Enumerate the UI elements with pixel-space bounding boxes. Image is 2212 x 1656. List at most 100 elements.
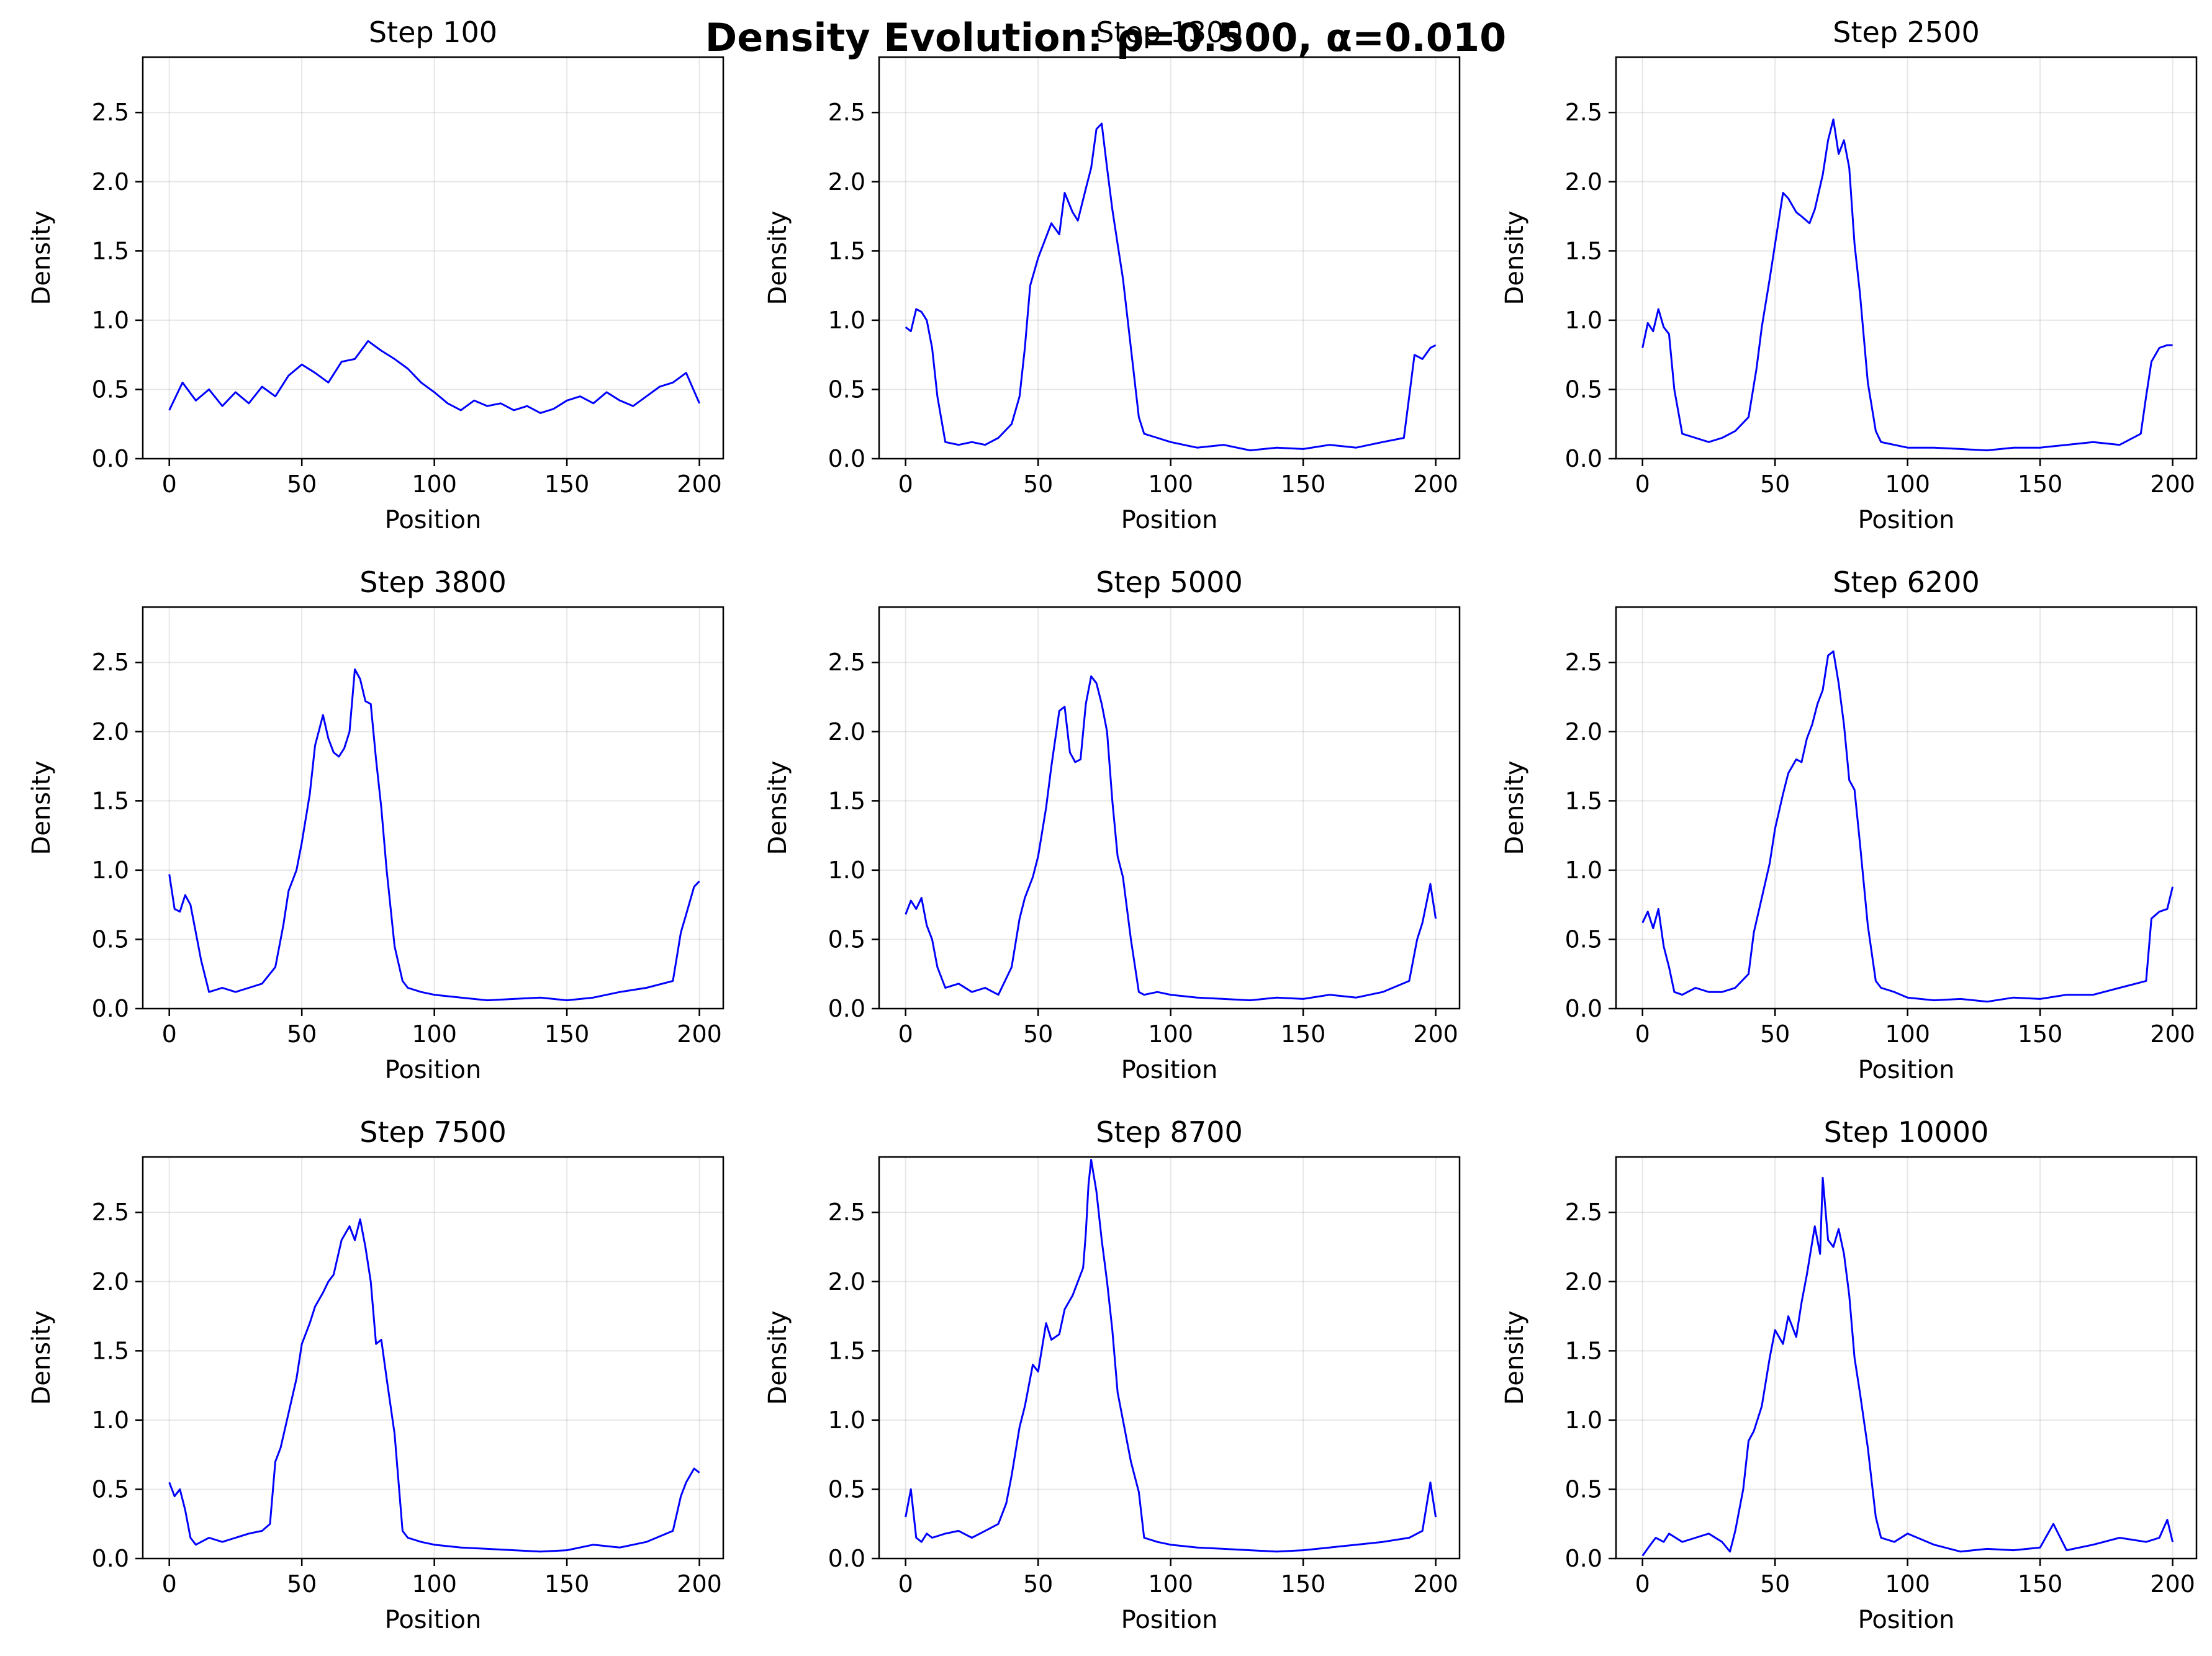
- x-tick-label: 50: [1023, 1570, 1053, 1598]
- y-tick-label: 1.5: [828, 787, 865, 814]
- y-tick-label: 2.5: [828, 649, 865, 676]
- y-tick-label: 0.0: [92, 445, 129, 472]
- density-series-line: [1641, 118, 2173, 452]
- y-axis-label: Density: [27, 210, 56, 305]
- x-tick-label: 200: [677, 470, 722, 498]
- x-tick-label: 0: [898, 470, 913, 498]
- y-tick-label: 0.5: [828, 376, 865, 403]
- y-tick-label: 0.0: [828, 1545, 865, 1572]
- y-tick-label: 1.0: [1565, 307, 1602, 334]
- y-tick-label: 2.5: [828, 1199, 865, 1226]
- y-tick-label: 0.5: [1565, 925, 1602, 953]
- y-tick-label: 0.0: [92, 995, 129, 1022]
- axes-frame: [142, 606, 725, 1010]
- y-tick-label: 1.5: [828, 237, 865, 264]
- axes-frame: [1615, 1156, 2198, 1560]
- x-tick-label: 50: [287, 1020, 317, 1048]
- density-series-line: [168, 1218, 700, 1553]
- x-tick-label: 200: [2150, 1020, 2195, 1048]
- x-tick-label: 150: [544, 1020, 590, 1048]
- y-tick-label: 1.0: [828, 307, 865, 334]
- x-axis-label: Position: [385, 1056, 482, 1084]
- x-tick-label: 0: [1635, 470, 1650, 498]
- subplot-title: Step 100: [369, 16, 497, 49]
- y-tick-label: 2.5: [828, 99, 865, 126]
- subplot-title: Step 10000: [1824, 1115, 1989, 1149]
- subplot-title: Step 1300: [1096, 16, 1242, 49]
- axes-frame: [878, 1156, 1461, 1560]
- x-tick-label: 150: [2018, 1020, 2063, 1048]
- y-tick-label: 2.5: [1565, 99, 1602, 126]
- subplot-grid: 0 50 100 150 200 0.0 0.5 1.0 1.5 2.0 2.5 Step 100 Po…: [27, 16, 2198, 1634]
- y-tick-label: 1.0: [92, 857, 129, 884]
- subplot-3: 0 50 100 150 200 0.0 0.5 1.0 1.5 2.0 2.5 Step 2500 P…: [1501, 16, 2198, 534]
- x-tick-label: 50: [287, 470, 317, 498]
- y-tick-label: 0.5: [828, 925, 865, 953]
- y-tick-label: 0.0: [1565, 1545, 1602, 1572]
- y-tick-label: 0.5: [1565, 1475, 1602, 1503]
- y-tick-label: 2.0: [1565, 718, 1602, 745]
- y-tick-label: 1.5: [92, 1337, 129, 1364]
- x-tick-label: 200: [2150, 470, 2195, 498]
- subplot-title: Step 7500: [359, 1115, 506, 1149]
- x-tick-label: 100: [412, 1020, 457, 1048]
- y-axis-label: Density: [27, 1310, 56, 1405]
- x-tick-label: 150: [544, 1570, 590, 1598]
- x-axis-label: Position: [1121, 1056, 1218, 1084]
- y-tick-label: 0.5: [92, 1475, 129, 1503]
- y-tick-label: 0.5: [92, 925, 129, 953]
- x-tick-label: 100: [1148, 1020, 1193, 1048]
- x-tick-label: 50: [1023, 1020, 1053, 1048]
- y-tick-label: 1.0: [1565, 1406, 1602, 1434]
- axes-frame: [142, 1156, 725, 1560]
- x-tick-label: 0: [162, 1020, 177, 1048]
- y-tick-label: 2.0: [828, 718, 865, 745]
- subplot-title: Step 2500: [1833, 16, 1979, 49]
- y-axis-label: Density: [764, 1310, 792, 1405]
- y-axis-label: Density: [1501, 1310, 1529, 1405]
- y-tick-label: 1.5: [92, 237, 129, 264]
- subplot-7: 0 50 100 150 200 0.0 0.5 1.0 1.5 2.0 2.5 Step 7500 P…: [27, 1115, 725, 1634]
- x-tick-label: 100: [1885, 1570, 1930, 1598]
- subplot-title: Step 5000: [1096, 565, 1242, 599]
- subplot-title: Step 8700: [1096, 1115, 1242, 1149]
- x-tick-label: 0: [898, 1020, 913, 1048]
- y-tick-label: 0.5: [1565, 376, 1602, 403]
- x-tick-label: 100: [412, 470, 457, 498]
- x-axis-label: Position: [1858, 506, 1955, 534]
- x-tick-label: 50: [287, 1570, 317, 1598]
- y-axis-label: Density: [764, 210, 792, 305]
- density-series-line: [168, 340, 700, 414]
- figure-title: Density Evolution: ρ=0.500, α=0.010: [705, 15, 1506, 60]
- y-tick-label: 2.5: [92, 99, 129, 126]
- y-tick-label: 2.5: [1565, 649, 1602, 676]
- y-tick-label: 1.0: [1565, 857, 1602, 884]
- x-tick-label: 200: [1413, 1570, 1458, 1598]
- axes-frame: [878, 606, 1461, 1010]
- subplot-title: Step 6200: [1833, 565, 1979, 599]
- y-tick-label: 2.0: [92, 168, 129, 196]
- y-tick-label: 1.5: [92, 787, 129, 814]
- y-tick-label: 2.0: [828, 168, 865, 196]
- x-tick-label: 100: [1148, 1570, 1193, 1598]
- density-series-line: [1641, 1177, 2174, 1557]
- y-tick-label: 1.0: [828, 857, 865, 884]
- density-series-line: [168, 668, 700, 1002]
- axes-frame: [142, 56, 725, 460]
- y-tick-label: 1.0: [92, 307, 129, 334]
- y-axis-label: Density: [1501, 210, 1529, 305]
- y-tick-label: 2.0: [92, 1268, 129, 1295]
- y-axis-label: Density: [27, 760, 56, 855]
- x-tick-label: 100: [1885, 470, 1930, 498]
- x-tick-label: 200: [677, 1020, 722, 1048]
- y-tick-label: 1.0: [828, 1406, 865, 1434]
- x-tick-label: 100: [1148, 470, 1193, 498]
- y-tick-label: 2.5: [92, 1199, 129, 1226]
- y-tick-label: 0.5: [828, 1475, 865, 1503]
- y-tick-label: 0.0: [828, 445, 865, 472]
- x-tick-label: 200: [1413, 1020, 1458, 1048]
- x-tick-label: 200: [1413, 470, 1458, 498]
- y-tick-label: 2.0: [828, 1268, 865, 1295]
